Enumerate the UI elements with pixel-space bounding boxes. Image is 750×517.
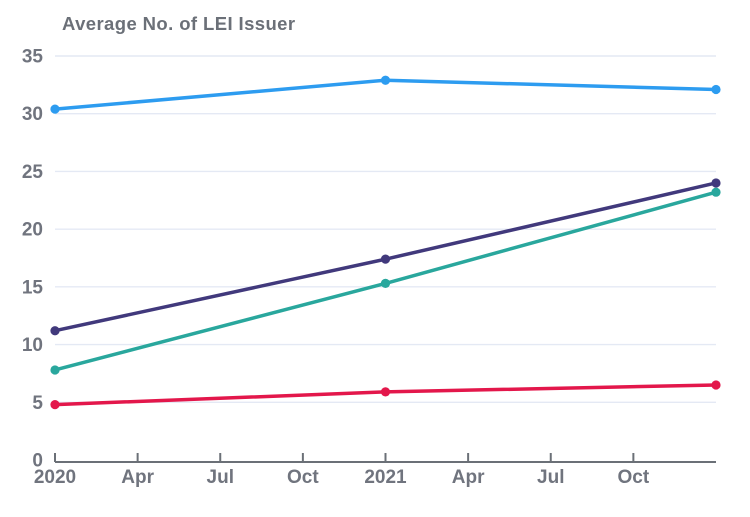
x-axis-label: Jul [207, 467, 234, 488]
x-axis-label: Oct [618, 467, 650, 488]
data-point-series-teal [50, 365, 60, 375]
x-axis-label: 2021 [364, 467, 407, 488]
data-point-series-light-blue [380, 75, 391, 85]
x-axis-label: 2020 [34, 467, 76, 488]
data-point-series-navy [50, 326, 60, 336]
data-point-series-crimson [50, 399, 60, 410]
y-axis-label: 30 [22, 104, 43, 125]
x-axis-label: Apr [121, 467, 154, 488]
y-axis-label: 10 [22, 335, 43, 356]
y-axis-label: 20 [22, 220, 43, 241]
data-point-series-teal [380, 278, 391, 288]
y-axis-label: 25 [22, 162, 44, 183]
chart-title: Average No. of LEI Issuer [62, 13, 296, 34]
data-point-series-teal [711, 187, 721, 197]
y-axis-label: 5 [32, 393, 43, 414]
y-axis-label: 35 [22, 47, 44, 68]
data-point-series-light-blue [50, 104, 60, 114]
y-axis-label: 0 [32, 451, 43, 472]
data-point-series-navy [711, 178, 721, 188]
x-axis-label: Jul [537, 467, 564, 488]
data-point-series-light-blue [711, 84, 721, 95]
x-axis-label: Oct [287, 467, 319, 488]
y-axis-label: 15 [22, 277, 44, 298]
data-point-series-crimson [711, 380, 721, 390]
data-point-series-crimson [380, 387, 391, 397]
x-axis-label: Apr [452, 467, 485, 488]
data-point-series-navy [380, 254, 391, 264]
